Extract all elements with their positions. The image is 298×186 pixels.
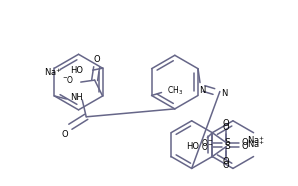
Text: O$^{-}$: O$^{-}$: [201, 141, 213, 152]
Text: CH$_3$: CH$_3$: [167, 84, 184, 97]
Text: HO: HO: [70, 66, 83, 75]
Text: N: N: [221, 89, 227, 98]
Text: Na$^{+}$: Na$^{+}$: [44, 66, 62, 78]
Text: O: O: [223, 123, 229, 132]
Text: S: S: [224, 142, 230, 151]
Text: Na$^{+}$: Na$^{+}$: [247, 139, 265, 150]
Text: N: N: [199, 86, 205, 95]
Text: O: O: [93, 55, 100, 64]
Text: NH: NH: [70, 93, 83, 102]
Text: O: O: [242, 138, 248, 147]
Text: S: S: [224, 138, 230, 147]
Text: O: O: [223, 157, 229, 166]
Text: HO: HO: [186, 142, 199, 151]
Text: Na$^{+}$: Na$^{+}$: [247, 135, 265, 147]
Text: O: O: [61, 130, 68, 139]
Text: O$^{-}$: O$^{-}$: [201, 137, 213, 148]
Text: O: O: [223, 161, 229, 170]
Text: $^{-}$O: $^{-}$O: [63, 74, 75, 85]
Text: O: O: [242, 142, 248, 151]
Text: O: O: [223, 119, 229, 128]
